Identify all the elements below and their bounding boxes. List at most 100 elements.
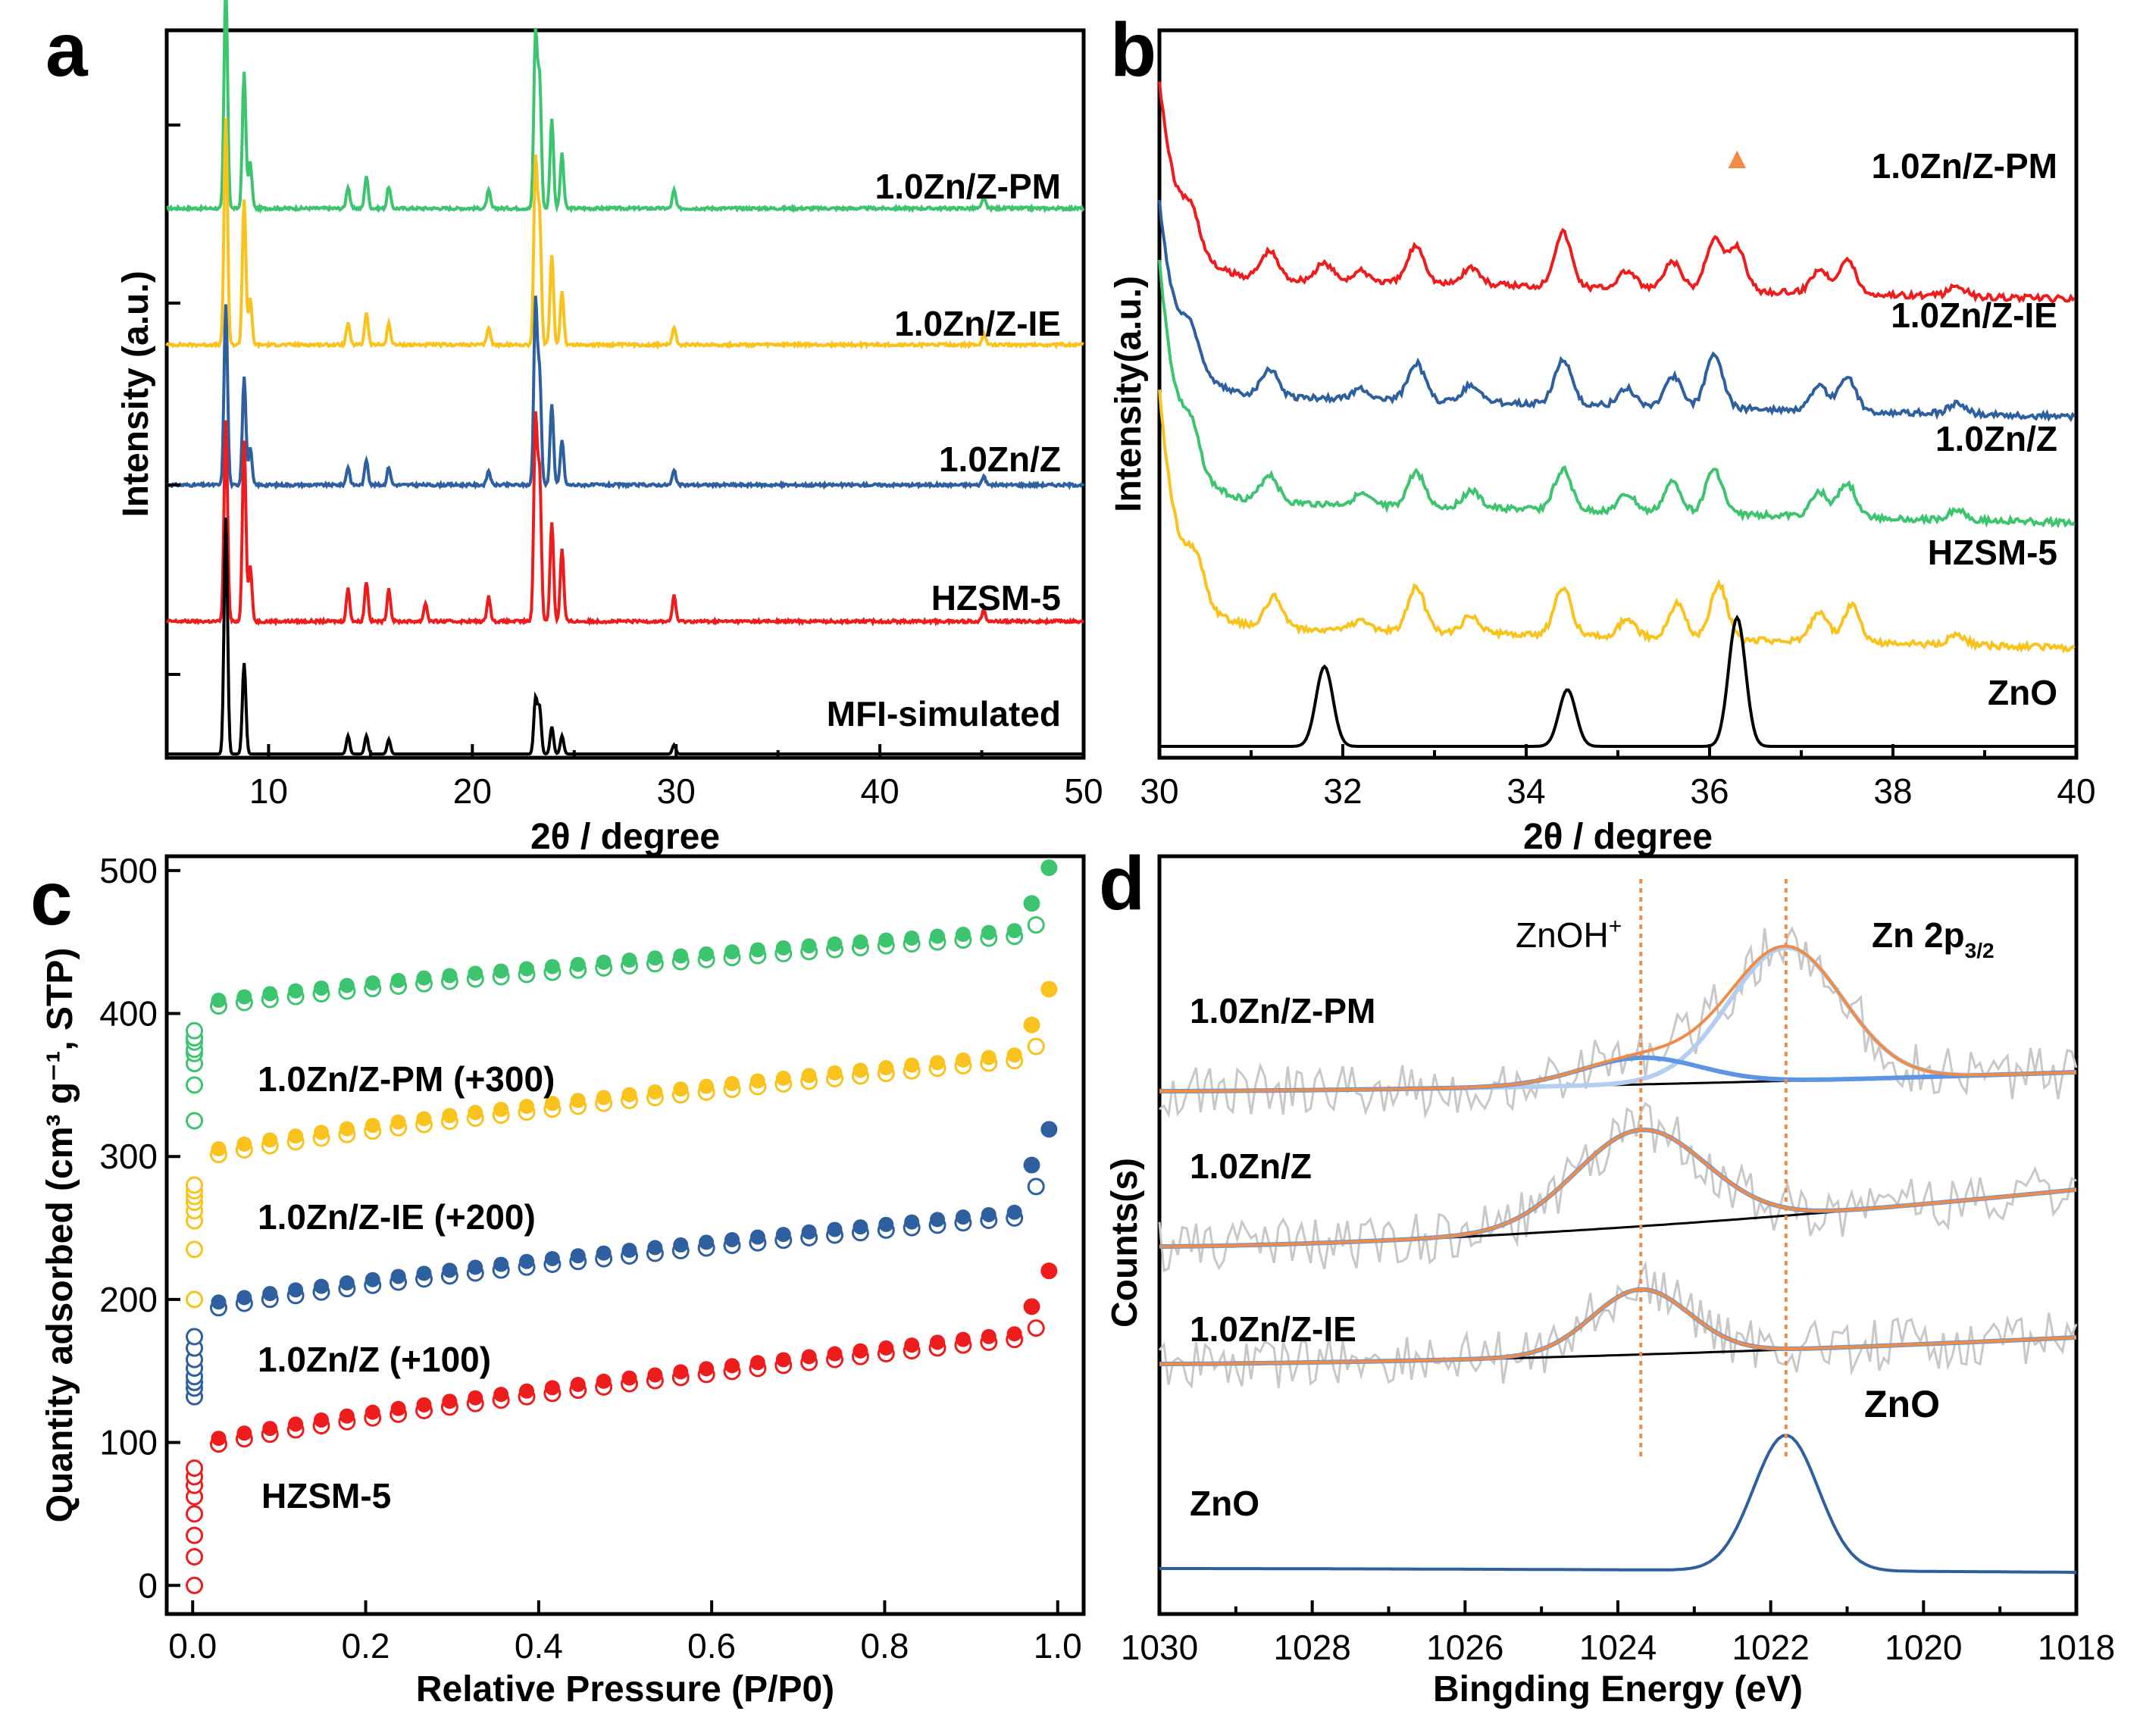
adsorption-point [930, 1334, 946, 1350]
panel-a-ylabel: Intensity (a.u.) [116, 271, 156, 517]
xps-envelope [1159, 1128, 2077, 1248]
panel-a-letter: a [45, 8, 89, 92]
adsorption-point [596, 954, 612, 970]
adsorption-point [442, 1262, 458, 1278]
orange-triangle-marker: ▲ [1722, 142, 1753, 175]
adsorption-point [570, 1377, 586, 1393]
panel-a-xtick-label: 30 [657, 771, 696, 811]
znoh-label-base: ZnOH [1516, 915, 1609, 955]
panel-d-xtick-label: 1024 [1579, 1628, 1657, 1667]
adsorption-point [1023, 895, 1040, 912]
panel-b-xlabel: 2θ / degree [1523, 817, 1713, 857]
panel-b-series-1-0zn-z-pm [1158, 81, 2076, 304]
adsorption-point [775, 1227, 791, 1243]
adsorption-point [621, 1370, 637, 1386]
adsorption-point [1040, 1262, 1058, 1280]
adsorption-point [827, 936, 843, 952]
adsorption-point [981, 1328, 996, 1344]
adsorption-point [775, 1352, 791, 1368]
adsorption-point [749, 1229, 765, 1245]
adsorption-point [699, 1078, 715, 1094]
adsorption-point [1023, 1298, 1040, 1315]
adsorption-point [904, 931, 920, 946]
panel-c-ylabel: Quantity adsorbed (cm³ g⁻¹, STP) [40, 948, 80, 1523]
adsorption-point [468, 1390, 483, 1406]
adsorption-point [211, 1431, 227, 1447]
adsorption-point [647, 1084, 663, 1099]
isotherm-point [186, 1505, 204, 1523]
panel-a-xtick-label: 10 [249, 771, 288, 811]
panel-b-series-1-0zn-z [1158, 259, 2076, 529]
xps-zno-reference [1159, 1434, 2076, 1574]
adsorption-point [749, 942, 765, 958]
adsorption-point [570, 1248, 586, 1264]
adsorption-point [262, 1421, 278, 1437]
adsorption-point [544, 1380, 560, 1396]
adsorption-point [981, 924, 996, 940]
adsorption-point [1040, 859, 1058, 877]
adsorption-point [801, 1224, 817, 1240]
panel-c-ytick-label: 400 [99, 994, 158, 1034]
adsorption-point [211, 1141, 227, 1157]
adsorption-point [1023, 1156, 1040, 1174]
panel-c-label: 1.0Zn/Z (+100) [258, 1340, 491, 1379]
panel-b-series-1-0zn-z-ie [1158, 199, 2076, 423]
adsorption-point [724, 1076, 740, 1092]
adsorption-point [878, 932, 894, 948]
panel-c-xtick-label: 0.6 [687, 1626, 736, 1666]
adsorption-point [596, 1373, 612, 1389]
adsorption-point [468, 1259, 483, 1275]
panel-d-label: 1.0Zn/Z [1190, 1146, 1312, 1186]
adsorption-point [904, 1214, 920, 1230]
adsorption-point [262, 986, 278, 1002]
adsorption-point [288, 983, 304, 999]
adsorption-point [801, 938, 817, 954]
xps-envelope [1159, 944, 2077, 1093]
adsorption-point [339, 977, 355, 993]
adsorption-point [1006, 1047, 1022, 1063]
adsorption-point [313, 1124, 329, 1140]
panel-a-frame [164, 28, 1086, 760]
adsorption-point [313, 1278, 329, 1294]
adsorption-point [364, 1118, 380, 1134]
isotherm-point [186, 1021, 204, 1040]
panel-d-label: ZnO [1190, 1484, 1259, 1523]
panel-c-label: HZSM-5 [261, 1476, 391, 1515]
adsorption-point [930, 1212, 946, 1228]
panel-a-label: 1.0Zn/Z-IE [894, 304, 1061, 343]
adsorption-point [364, 1272, 380, 1287]
adsorption-point [955, 1052, 971, 1068]
adsorption-point [955, 1209, 971, 1225]
adsorption-point [699, 1361, 715, 1377]
adsorption-point [390, 1400, 406, 1416]
panel-d-xtick-label: 1018 [2038, 1628, 2115, 1667]
panel-c-frame [164, 854, 1086, 1616]
adsorption-point [878, 1340, 894, 1356]
panel-a-label: HZSM-5 [931, 578, 1061, 618]
zno-peak-label: ZnO [1864, 1383, 1940, 1425]
desorption-point [1027, 916, 1045, 934]
panel-d-xtick-label: 1026 [1426, 1628, 1503, 1667]
adsorption-point [724, 1231, 740, 1247]
panel-b-xtick-label: 40 [2057, 771, 2095, 811]
isotherm-point [186, 1112, 204, 1130]
adsorption-point [853, 934, 868, 950]
adsorption-point [596, 1245, 612, 1261]
adsorption-point [647, 950, 663, 966]
adsorption-point [930, 928, 946, 944]
znoh-label: ZnOH+ [1516, 914, 1622, 955]
adsorption-point [262, 1132, 278, 1148]
panel-d: d 1.0Zn/Z-PM 1.0Zn/Z 1.0Zn/Z-IE ZnO 1030 102… [1099, 841, 2115, 1709]
adsorption-point [775, 1070, 791, 1086]
panel-c-ytick-label: 100 [99, 1423, 158, 1462]
adsorption-point [416, 1397, 432, 1412]
adsorption-point [621, 1087, 637, 1103]
zn2p-label: Zn 2p3/2 [1872, 915, 1995, 962]
adsorption-point [853, 1062, 868, 1078]
panel-d-xtick-label: 1022 [1732, 1628, 1809, 1667]
adsorption-point [288, 1416, 304, 1432]
adsorption-point [236, 989, 252, 1005]
adsorption-point [699, 946, 715, 962]
adsorption-point [724, 944, 740, 960]
